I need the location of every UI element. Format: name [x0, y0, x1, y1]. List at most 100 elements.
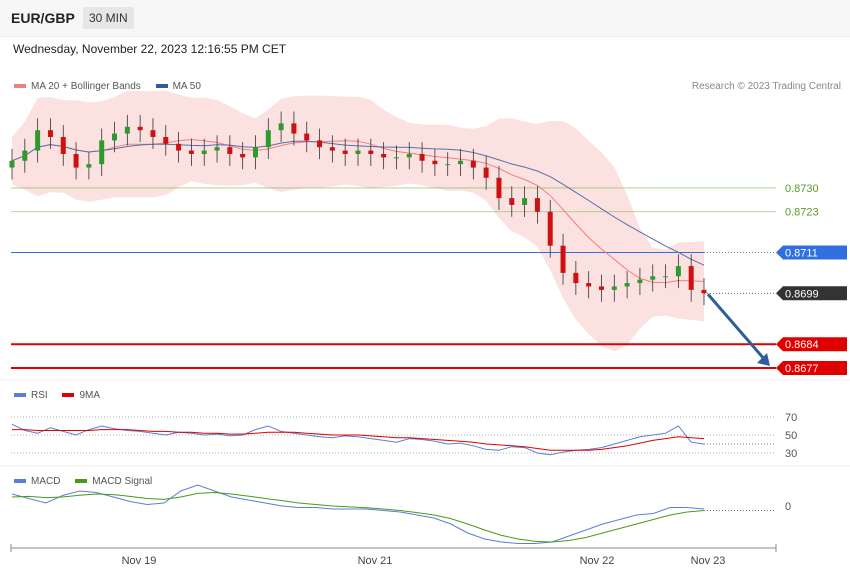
- price-tag-icon: [776, 245, 847, 260]
- candle-body: [381, 153, 387, 158]
- candle-body: [406, 153, 412, 158]
- candle-body: [522, 198, 528, 205]
- level-label: 0.8723: [785, 207, 819, 219]
- candle-body: [265, 130, 271, 148]
- bollinger-band: [12, 90, 704, 352]
- chart-header: EUR/GBP 30 MIN: [0, 0, 850, 37]
- price-tag-label: 0.8677: [785, 363, 819, 375]
- price-tag-label: 0.8684: [785, 339, 819, 351]
- candle-body: [534, 198, 540, 212]
- rsi-ma9-line: [12, 429, 705, 451]
- timestamp-label: Wednesday, November 22, 2023 12:16:55 PM…: [13, 42, 287, 56]
- candle-body: [419, 153, 425, 161]
- candle-body: [509, 198, 515, 205]
- candle-body: [547, 211, 553, 246]
- macd-signal-line: [11, 491, 705, 543]
- candle-body: [22, 150, 28, 161]
- legend-item-ma50: MA 50: [155, 81, 201, 92]
- candle-body: [201, 150, 207, 154]
- candle-body: [368, 150, 374, 154]
- candle-body: [342, 150, 348, 154]
- legend-item-macd-signal: MACD Signal: [75, 476, 152, 487]
- price-tag-icon: [776, 361, 847, 375]
- candle-body: [650, 276, 656, 280]
- candle-body: [227, 147, 233, 154]
- candle-body: [278, 123, 284, 131]
- forecast-arrowhead-icon: [757, 353, 770, 366]
- candle-body: [86, 164, 92, 168]
- candle-body: [9, 160, 15, 168]
- legend-item-ma20: MA 20 + Bollinger Bands: [14, 81, 141, 92]
- macd-line: [11, 484, 705, 544]
- time-tick-label: Nov 23: [691, 555, 726, 567]
- price-tag-label: 0.8699: [785, 288, 819, 300]
- candle-body: [624, 283, 630, 287]
- candle-body: [701, 289, 707, 294]
- candle-body: [496, 177, 502, 199]
- candle-body: [586, 283, 592, 287]
- macd-legend: MACD MACD Signal: [14, 476, 164, 487]
- candle-body: [458, 160, 464, 165]
- candle-body: [112, 133, 118, 141]
- credit-label: Research © 2023 Trading Central: [691, 81, 841, 92]
- candle-body: [304, 133, 310, 141]
- candle-body: [611, 286, 617, 290]
- candle-body: [176, 143, 182, 151]
- candle-body: [598, 286, 604, 290]
- rsi-tick-label: 70: [785, 412, 797, 424]
- candle-body: [470, 160, 476, 168]
- candle-body: [291, 123, 297, 134]
- rsi-tick-label: 50: [785, 430, 797, 442]
- candle-body: [573, 272, 579, 284]
- candle-body: [60, 136, 66, 154]
- time-tick-label: Nov 21: [358, 555, 393, 567]
- candle-body: [150, 130, 156, 137]
- candle-body: [393, 157, 399, 159]
- symbol-label: EUR/GBP: [11, 10, 75, 26]
- ma50-swatch-icon: [155, 84, 168, 89]
- candle-body: [432, 160, 438, 165]
- candle-body: [240, 153, 246, 158]
- macd-tick-label: 0: [785, 501, 791, 513]
- ma20-swatch-icon: [14, 84, 26, 89]
- rsi-tick-label: 30: [785, 448, 797, 460]
- main-legend: MA 20 + Bollinger Bands MA 50: [14, 81, 213, 92]
- candle-body: [214, 147, 220, 151]
- rsi-line: [11, 423, 705, 456]
- candle-body: [637, 279, 643, 284]
- candle-body: [560, 245, 566, 273]
- ma9-swatch-icon: [62, 393, 75, 398]
- macd-signal-swatch-icon: [75, 479, 88, 484]
- legend-item-9ma: 9MA: [62, 390, 100, 401]
- candle-body: [483, 167, 489, 178]
- candle-body: [663, 276, 669, 278]
- macd-swatch-icon: [14, 479, 26, 484]
- candle-body: [675, 266, 681, 277]
- candle-body: [35, 130, 41, 151]
- candle-body: [188, 150, 194, 154]
- candle-body: [317, 140, 323, 148]
- price-tag-icon: [776, 286, 847, 301]
- timeframe-button[interactable]: 30 MIN: [83, 7, 134, 29]
- candle-body: [445, 164, 451, 166]
- candle-body: [47, 130, 53, 137]
- price-tag-label: 0.8711: [785, 247, 818, 259]
- forecast-arrow-line: [706, 293, 767, 361]
- legend-item-rsi: RSI: [14, 390, 48, 401]
- time-tick-label: Nov 19: [122, 555, 157, 567]
- level-label: 0.8730: [785, 183, 819, 195]
- candle-body: [252, 147, 258, 158]
- legend-item-macd: MACD: [14, 476, 60, 487]
- candle-body: [124, 126, 130, 134]
- candle-body: [329, 147, 335, 151]
- price-tag-icon: [776, 337, 847, 352]
- candle-body: [73, 153, 79, 168]
- candle-body: [163, 136, 169, 144]
- candle-body: [137, 126, 143, 131]
- candle-body: [355, 150, 361, 154]
- rsi-swatch-icon: [14, 393, 26, 398]
- rsi-legend: RSI 9MA: [14, 390, 112, 401]
- candle-body: [99, 140, 105, 165]
- candle-body: [688, 266, 694, 290]
